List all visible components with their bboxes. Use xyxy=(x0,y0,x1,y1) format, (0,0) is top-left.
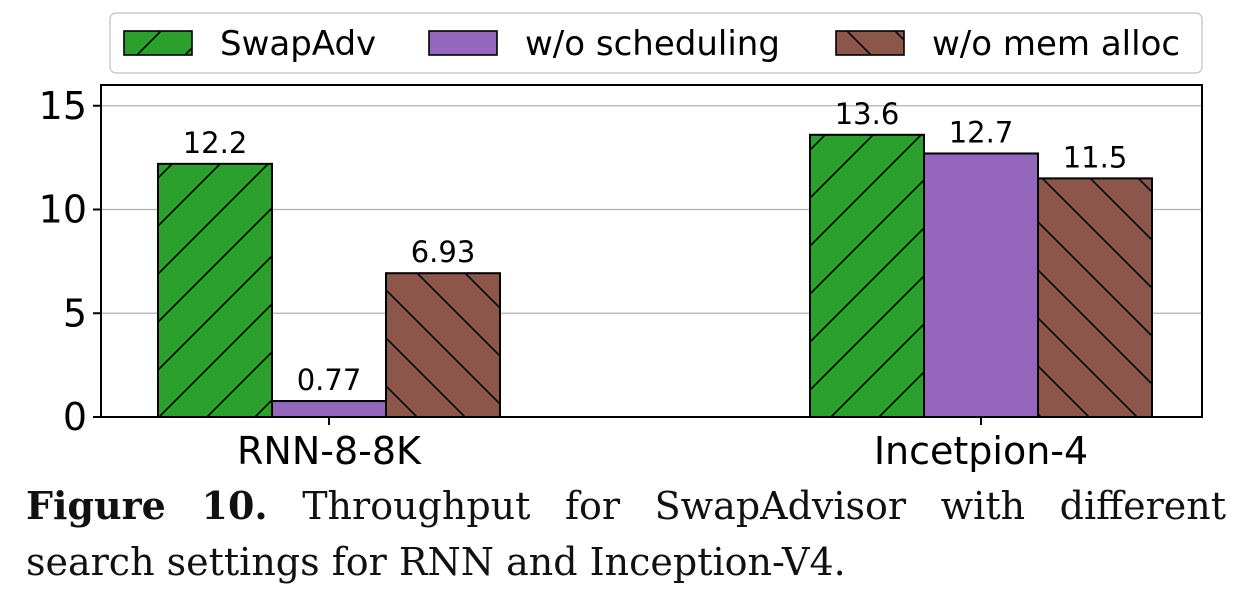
bar-hatch xyxy=(810,134,924,418)
x-tick-label: Incetpion-4 xyxy=(874,429,1088,473)
y-tick-label: 10 xyxy=(39,188,87,232)
legend-swatch-outline xyxy=(428,30,498,56)
legend-swatch-hatch xyxy=(836,31,904,55)
legend-swatch xyxy=(429,31,497,55)
data-label: 13.6 xyxy=(835,97,900,131)
legend-swatch-outline xyxy=(123,30,193,56)
figure-caption: Figure 10. Throughput for SwapAdvisor wi… xyxy=(26,478,1226,590)
data-label: 12.7 xyxy=(949,115,1014,149)
data-label: 12.2 xyxy=(183,126,248,160)
bar xyxy=(272,401,386,417)
y-axis: 0 5 10 15 xyxy=(39,84,101,439)
bar-hatch xyxy=(1038,178,1152,417)
legend-box xyxy=(109,12,1203,74)
bar-hatch xyxy=(158,163,272,417)
legend-label: SwapAdv xyxy=(220,24,376,64)
legend-label: w/o mem alloc xyxy=(932,24,1180,64)
caption-label: Figure 10. xyxy=(26,483,268,528)
x-tick-label: RNN-8-8K xyxy=(237,429,422,473)
legend-swatch-outline xyxy=(835,30,905,56)
plot-frame xyxy=(100,84,1203,418)
data-label: 0.77 xyxy=(297,363,362,397)
bar-chart: 12.2 13.6 0.77 12.7 6.93 11.5 0 5 10 15 RNN-8-8K… xyxy=(39,12,1203,473)
y-tick-label: 15 xyxy=(39,84,87,128)
bar xyxy=(924,153,1038,417)
data-label: 6.93 xyxy=(411,235,476,269)
y-tick-label: 5 xyxy=(63,291,87,335)
bars xyxy=(157,133,1153,419)
legend: SwapAdv w/o scheduling w/o mem alloc xyxy=(109,12,1203,74)
x-axis: RNN-8-8K Incetpion-4 xyxy=(237,417,1088,473)
caption-text: Throughput for SwapAdvisor with differen… xyxy=(26,484,1226,584)
legend-label: w/o scheduling xyxy=(525,24,780,64)
y-tick-label: 0 xyxy=(63,395,87,439)
data-label: 11.5 xyxy=(1063,140,1128,174)
value-labels: 12.2 13.6 0.77 12.7 6.93 11.5 xyxy=(183,97,1128,397)
legend-swatch-hatch xyxy=(124,31,192,55)
bar-hatch xyxy=(386,273,500,417)
